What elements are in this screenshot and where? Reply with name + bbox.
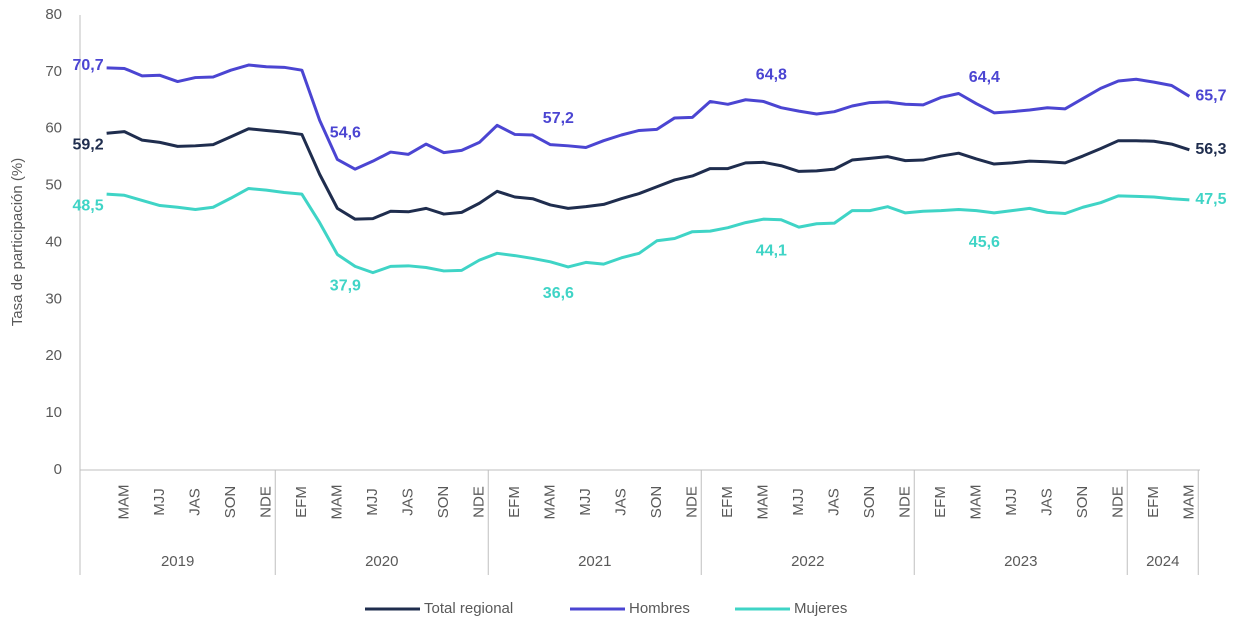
x-tick-label: MAM <box>328 485 345 520</box>
y-axis-title: Tasa de participación (%) <box>9 158 26 326</box>
series-line <box>106 63 1191 171</box>
x-tick-label: NDE <box>470 486 487 518</box>
data-label: 70,7 <box>72 57 103 74</box>
x-tick-label: SON <box>435 486 452 519</box>
x-tick-label: MAM <box>115 485 132 520</box>
data-label: 45,6 <box>969 234 1000 251</box>
data-label: 54,6 <box>330 125 361 142</box>
x-tick-label: EFM <box>293 486 310 518</box>
legend-label: Total regional <box>424 600 513 617</box>
series-line <box>106 186 1190 275</box>
y-tick-label: 0 <box>54 461 62 478</box>
x-tick-label: JAS <box>1038 488 1055 516</box>
x-tick-label: EFM <box>506 486 523 518</box>
x-tick-label: NDE <box>257 486 274 518</box>
x-tick-label: JAS <box>186 488 203 516</box>
group-label: 2023 <box>1004 553 1037 570</box>
x-tick-label: JAS <box>399 488 416 516</box>
data-label: 64,4 <box>969 69 1000 86</box>
x-tick-label: MAM <box>541 485 558 520</box>
group-label: 2022 <box>791 553 824 570</box>
data-label: 64,8 <box>756 67 787 84</box>
y-tick-label: 30 <box>45 290 62 307</box>
y-tick-label: 60 <box>45 120 62 137</box>
x-tick-label: NDE <box>896 486 913 518</box>
data-label: 57,2 <box>543 110 574 127</box>
group-label: 2024 <box>1146 553 1179 570</box>
x-tick-label: SON <box>861 486 878 519</box>
group-label: 2021 <box>578 553 611 570</box>
x-tick-label: MJJ <box>1003 488 1020 516</box>
x-tick-label: JAS <box>612 488 629 516</box>
series-line <box>106 127 1190 221</box>
data-label: 48,5 <box>72 197 103 214</box>
x-tick-label: JAS <box>825 488 842 516</box>
data-label: 47,5 <box>1195 191 1226 208</box>
x-tick-label: NDE <box>1109 486 1126 518</box>
x-tick-label: SON <box>1074 486 1091 519</box>
x-tick-label: MJJ <box>151 488 168 516</box>
x-tick-label: MAM <box>967 485 984 520</box>
y-tick-label: 40 <box>45 233 62 250</box>
group-label: 2019 <box>161 553 194 570</box>
data-label: 59,2 <box>72 137 103 154</box>
x-tick-label: MJJ <box>364 488 381 516</box>
legend-label: Mujeres <box>794 600 847 617</box>
x-tick-label: EFM <box>932 486 949 518</box>
y-tick-label: 70 <box>45 63 62 80</box>
data-label: 65,7 <box>1195 88 1226 105</box>
x-tick-label: MAM <box>1180 485 1197 520</box>
y-tick-label: 10 <box>45 404 62 421</box>
x-tick-label: EFM <box>1145 486 1162 518</box>
data-label: 36,6 <box>543 285 574 302</box>
data-label: 44,1 <box>756 242 787 259</box>
x-tick-label: EFM <box>719 486 736 518</box>
y-tick-label: 20 <box>45 347 62 364</box>
x-tick-label: SON <box>222 486 239 519</box>
x-tick-label: SON <box>648 486 665 519</box>
x-tick-label: MAM <box>754 485 771 520</box>
x-tick-label: MJJ <box>790 488 807 516</box>
data-label: 56,3 <box>1195 141 1226 158</box>
x-tick-label: MJJ <box>577 488 594 516</box>
legend-label: Hombres <box>629 600 690 617</box>
x-tick-label: NDE <box>683 486 700 518</box>
y-tick-label: 50 <box>45 177 62 194</box>
group-label: 2020 <box>365 553 398 570</box>
data-label: 37,9 <box>330 278 361 295</box>
y-tick-label: 80 <box>45 6 62 23</box>
